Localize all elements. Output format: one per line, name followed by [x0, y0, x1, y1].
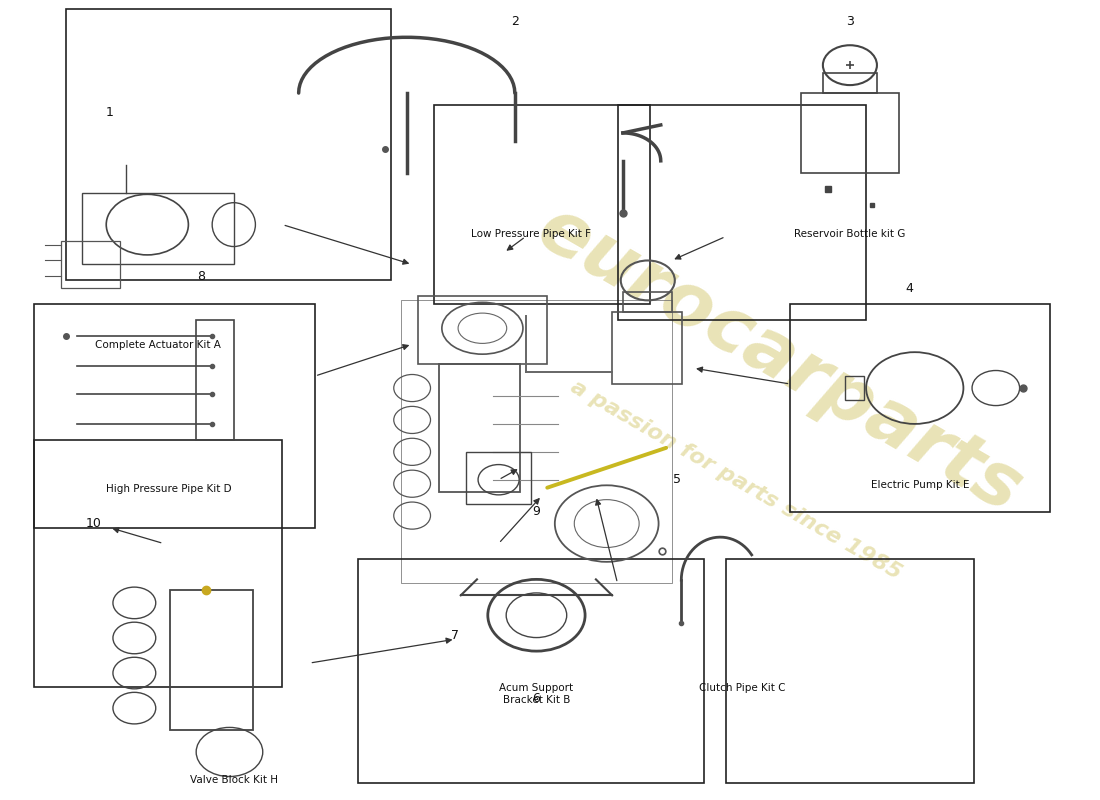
Text: 7: 7: [451, 629, 460, 642]
Bar: [34, 304, 315, 527]
Text: 8: 8: [197, 270, 206, 283]
Text: 9: 9: [532, 505, 540, 518]
Text: Electric Pump Kit E: Electric Pump Kit E: [871, 480, 969, 490]
Bar: [612, 312, 682, 384]
Text: High Pressure Pipe Kit D: High Pressure Pipe Kit D: [106, 484, 232, 494]
Bar: [66, 10, 390, 281]
Text: 6: 6: [532, 693, 540, 706]
Text: a passion for parts since 1985: a passion for parts since 1985: [568, 377, 905, 583]
Bar: [433, 105, 650, 304]
Bar: [196, 320, 234, 440]
Bar: [402, 300, 672, 583]
Bar: [791, 304, 1049, 512]
Bar: [726, 559, 975, 782]
Text: eurocarparts: eurocarparts: [525, 192, 1035, 529]
Text: 4: 4: [905, 282, 913, 295]
Text: Low Pressure Pipe Kit F: Low Pressure Pipe Kit F: [471, 229, 591, 238]
Text: 3: 3: [846, 15, 854, 28]
Bar: [359, 559, 704, 782]
Bar: [623, 292, 672, 312]
Text: Complete Actuator Kit A: Complete Actuator Kit A: [96, 340, 221, 350]
Bar: [845, 376, 864, 400]
Text: Valve Block Kit H: Valve Block Kit H: [190, 774, 278, 785]
Text: 5: 5: [673, 474, 681, 486]
Text: 1: 1: [106, 106, 113, 119]
Bar: [801, 93, 899, 173]
Text: 2: 2: [510, 15, 519, 28]
Text: Reservoir Bottle kit G: Reservoir Bottle kit G: [794, 229, 905, 238]
Text: Acum Support
Bracket Kit B: Acum Support Bracket Kit B: [499, 683, 573, 705]
Bar: [823, 73, 877, 93]
Bar: [466, 452, 531, 504]
Bar: [170, 590, 253, 730]
Bar: [617, 105, 866, 320]
Bar: [418, 296, 548, 364]
Text: Clutch Pipe Kit C: Clutch Pipe Kit C: [698, 683, 785, 693]
Bar: [60, 241, 120, 288]
Bar: [34, 440, 283, 687]
Bar: [439, 364, 520, 492]
Bar: [82, 193, 234, 265]
Text: 10: 10: [86, 517, 101, 530]
